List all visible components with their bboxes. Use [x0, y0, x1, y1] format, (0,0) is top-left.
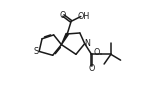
Text: O: O [59, 11, 66, 19]
Text: OH: OH [77, 12, 90, 21]
Text: O: O [93, 48, 100, 57]
Text: N: N [84, 39, 90, 48]
Text: S: S [33, 47, 38, 56]
Text: O: O [88, 64, 95, 73]
Polygon shape [61, 33, 68, 45]
